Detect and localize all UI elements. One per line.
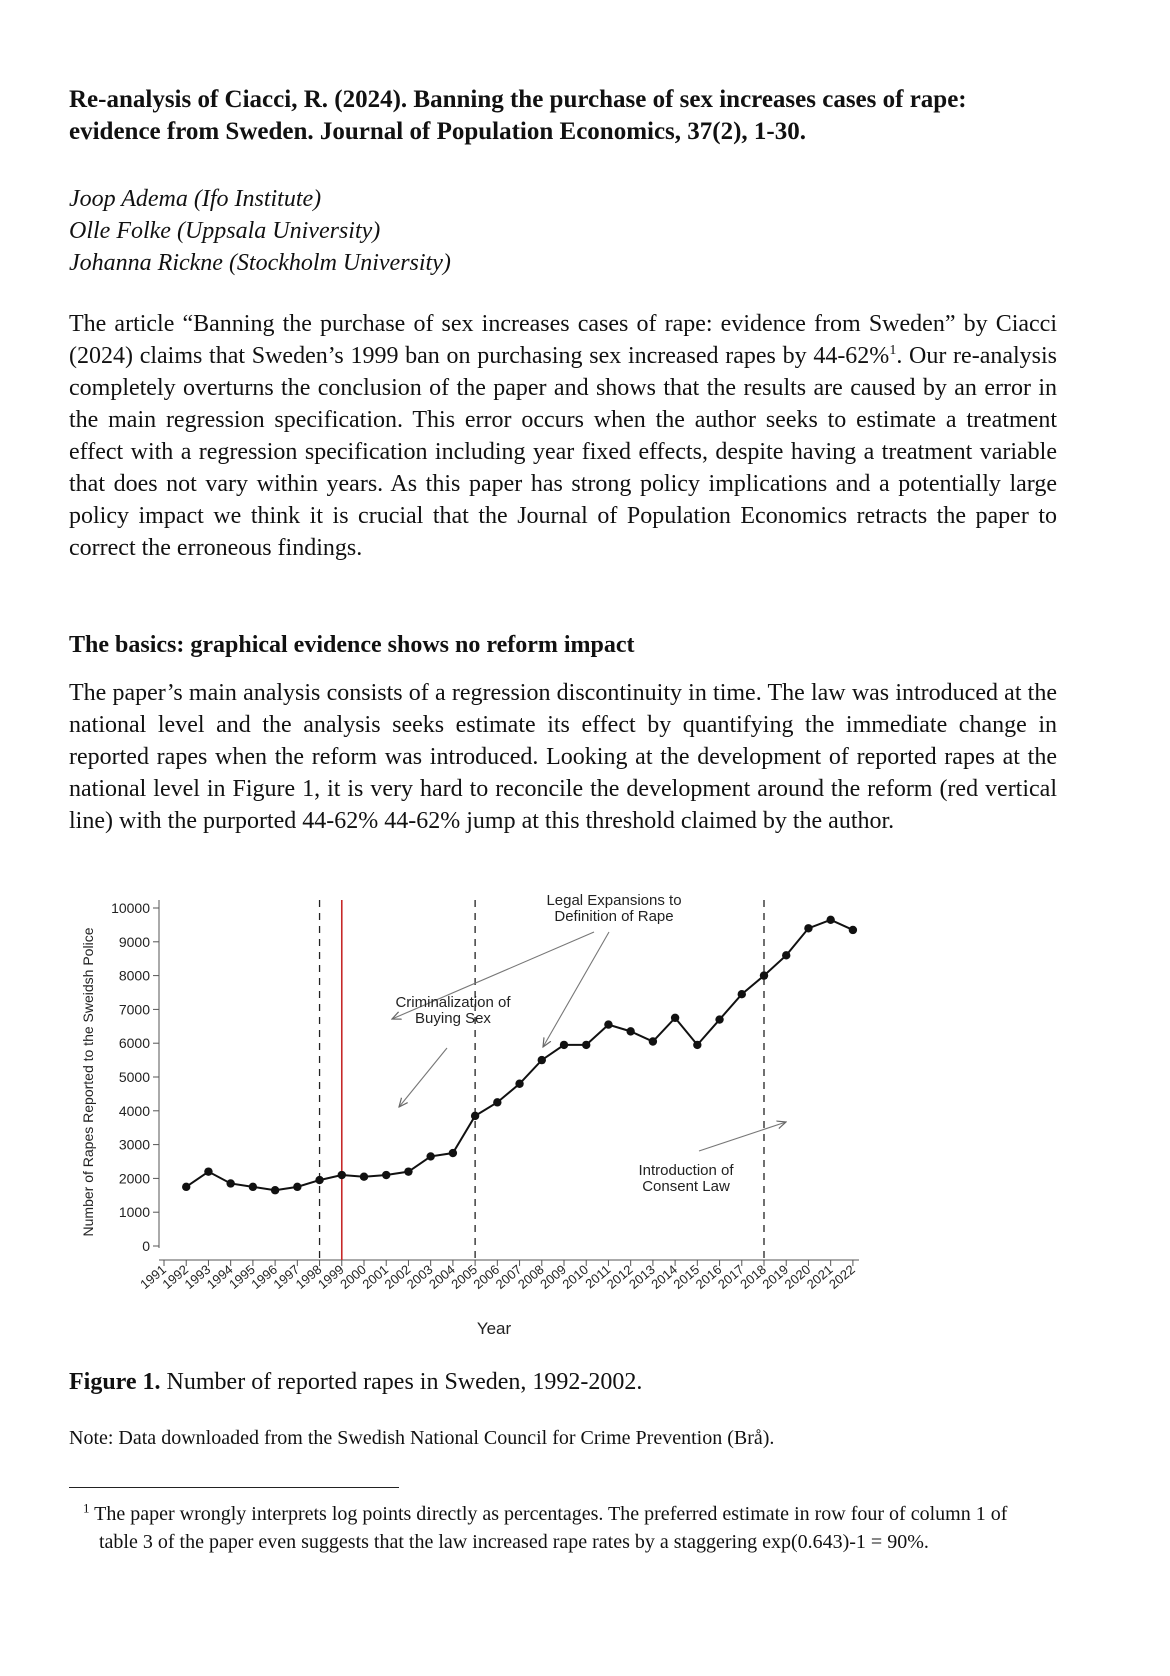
annotation-1-arrow-2 (543, 931, 610, 1047)
figure-caption-label: Figure 1. (69, 1369, 161, 1395)
data-point-1995 (248, 1182, 258, 1192)
paper-title-line-1: Re-analysis of Ciacci, R. (2024). Bannin… (69, 86, 967, 113)
annotation-3-arrow-1 (698, 1122, 786, 1152)
data-point-2006 (493, 1098, 502, 1107)
y-tick-label-4000: 4000 (119, 1103, 150, 1119)
series-line (185, 918, 854, 1192)
y-tick-label-8000: 8000 (119, 968, 150, 984)
author-1: Joop Adema (Ifo Institute) (69, 186, 322, 212)
data-point-1994 (226, 1179, 235, 1188)
paper-title-line-2: evidence from Sweden. Journal of Populat… (69, 118, 807, 145)
data-point-2002 (404, 1167, 413, 1176)
annotation-2-line-1: Criminalization of (395, 994, 511, 1011)
y-tick-label-9000: 9000 (119, 934, 150, 950)
data-point-1998 (315, 1175, 324, 1185)
data-point-2011 (604, 1020, 613, 1029)
data-point-1997 (293, 1182, 302, 1192)
y-tick-label-3000: 3000 (119, 1137, 150, 1153)
footnote-text: The paper wrongly interprets log points … (94, 1503, 1008, 1553)
data-point-2021 (826, 915, 835, 925)
data-point-2016 (715, 1015, 724, 1024)
y-axis-label: Number of Rapes Reported to the Sweidsh … (80, 927, 96, 1236)
figure-caption: Figure 1. Number of reported rapes in Sw… (69, 1366, 642, 1398)
data-point-1993 (204, 1167, 213, 1176)
y-tick-label-10000: 10000 (111, 900, 150, 916)
annotation-3-line-2: Consent Law (642, 1178, 730, 1195)
data-point-2004 (448, 1148, 458, 1158)
footnote-marker: 1 (889, 343, 897, 358)
figure-caption-text: Number of reported rapes in Sweden, 1992… (160, 1369, 643, 1395)
data-point-2001 (382, 1170, 391, 1180)
data-point-2022 (848, 925, 858, 935)
data-point-1992 (182, 1182, 191, 1192)
section-heading: The basics: graphical evidence shows no … (69, 632, 635, 658)
data-point-2005 (470, 1111, 480, 1121)
data-point-1996 (270, 1186, 280, 1195)
abstract-text-start: The article “Banning the purchase of sex… (69, 311, 1057, 369)
data-point-2019 (782, 951, 791, 960)
data-point-2009 (559, 1040, 569, 1050)
section-paragraph: The paper’s main analysis consists of a … (69, 680, 1057, 834)
data-point-2008 (537, 1055, 546, 1065)
annotation-2-line-2: Buying Sex (415, 1010, 491, 1027)
annotation-3-line-1: Introduction of (638, 1162, 734, 1179)
figure-1-chart: 0 1000 2000 3000 4000 5000 6000 7000 8000 9000 100… (80, 892, 859, 1338)
x-tick-label-2022: 2022 (826, 1262, 858, 1292)
x-axis-label: Year (477, 1319, 512, 1338)
figure-note: Note: Data downloaded from the Swedish N… (69, 1427, 775, 1449)
author-2: Olle Folke (Uppsala University) (69, 218, 381, 244)
y-tick-label-7000: 7000 (119, 1001, 150, 1017)
y-tick-label-0: 0 (142, 1238, 150, 1254)
footnote: 1 The paper wrongly interprets log point… (69, 1500, 1039, 1556)
data-point-2015 (693, 1040, 702, 1050)
abstract-text-end: . Our re-analysis completely overturns t… (69, 343, 1058, 561)
footnote-divider (69, 1487, 399, 1488)
y-tick-label-6000: 6000 (119, 1035, 150, 1051)
data-point-2020 (804, 924, 813, 933)
y-tick-label-2000: 2000 (119, 1170, 150, 1186)
data-point-2010 (582, 1040, 591, 1050)
data-point-2007 (515, 1079, 524, 1088)
data-point-2012 (626, 1027, 635, 1036)
data-point-2013 (648, 1037, 658, 1046)
data-point-2017 (737, 989, 746, 999)
data-point-1999 (337, 1170, 346, 1180)
paper-title: Re-analysis of Ciacci, R. (2024). Bannin… (69, 84, 1069, 148)
data-point-2014 (670, 1013, 680, 1023)
data-point-2000 (359, 1172, 369, 1181)
author-list: Joop Adema (Ifo Institute) Olle Folke (U… (69, 183, 969, 279)
y-tick-label-1000: 1000 (119, 1204, 150, 1220)
annotation-2-arrow-1 (399, 1047, 448, 1107)
footnote-number: 1 (83, 1500, 90, 1516)
y-tick-label-5000: 5000 (119, 1069, 150, 1085)
annotation-1-arrow-1 (392, 931, 595, 1019)
annotation-1-line-2: Definition of Rape (554, 908, 673, 925)
abstract-paragraph: The article “Banning the purchase of sex… (69, 308, 1057, 564)
data-point-2018 (759, 971, 769, 980)
author-3: Johanna Rickne (Stockholm University) (69, 250, 451, 276)
annotation-1-line-1: Legal Expansions to (546, 892, 681, 909)
data-point-2003 (426, 1152, 435, 1161)
